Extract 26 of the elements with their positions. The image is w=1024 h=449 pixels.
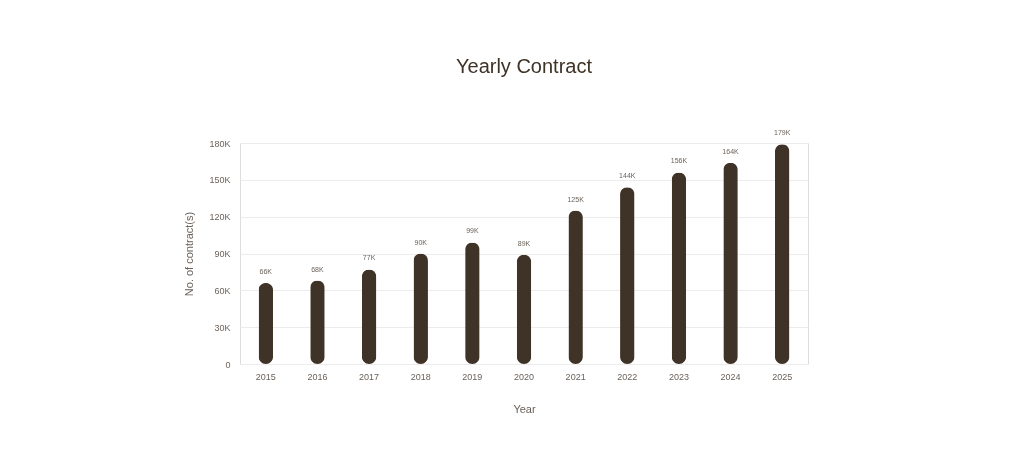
x-tick-label: 2021 bbox=[565, 371, 586, 382]
bar bbox=[516, 254, 532, 364]
bar bbox=[258, 282, 274, 364]
x-axis-title: Year bbox=[513, 402, 536, 415]
bar bbox=[361, 269, 377, 364]
x-tick-label: 2017 bbox=[359, 371, 380, 382]
y-axis-title: No. of contract(s) bbox=[183, 211, 196, 297]
x-tick-label: 2025 bbox=[772, 371, 793, 382]
chart-title: Yearly Contract bbox=[456, 55, 593, 78]
x-tick-label: 2023 bbox=[668, 371, 689, 382]
x-tick-label: 2016 bbox=[307, 371, 328, 382]
y-tick-label: 150K bbox=[209, 175, 231, 186]
y-tick-label: 30K bbox=[214, 322, 231, 333]
y-tick-label: 120K bbox=[209, 212, 231, 223]
y-tick-label: 60K bbox=[214, 285, 231, 296]
y-tick-label: 0 bbox=[225, 359, 231, 370]
x-tick-label: 2019 bbox=[462, 371, 483, 382]
x-tick-label: 2022 bbox=[617, 371, 638, 382]
y-tick-label: 90K bbox=[214, 249, 231, 259]
y-tick-label: 180K bbox=[209, 138, 231, 149]
bar bbox=[671, 172, 687, 364]
x-tick-label: 2018 bbox=[410, 371, 431, 382]
x-tick-label: 2015 bbox=[255, 371, 276, 382]
bar bbox=[774, 144, 790, 364]
x-tick-label: 2020 bbox=[513, 371, 535, 382]
x-tick-label: 2024 bbox=[720, 371, 741, 382]
